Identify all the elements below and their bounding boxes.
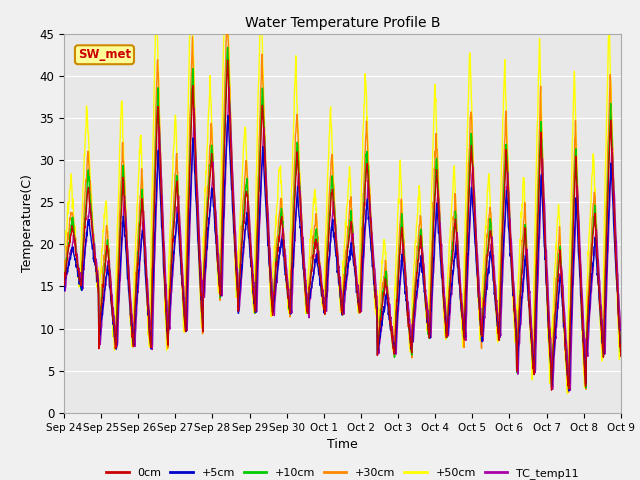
+5cm [147, 346, 155, 352]
TC_temp11 [474, 259, 482, 264]
+10cm [224, 45, 232, 50]
Line: 0cm: 0cm [64, 60, 621, 390]
+10cm [60, 288, 68, 293]
TC_temp11 [147, 331, 155, 337]
TC_temp11 [317, 278, 325, 284]
X-axis label: Time: Time [327, 438, 358, 451]
+5cm [224, 113, 232, 119]
0cm [224, 57, 232, 63]
0cm [556, 247, 564, 253]
+50cm [60, 253, 68, 259]
+30cm [564, 389, 572, 395]
Line: +10cm: +10cm [64, 48, 621, 389]
0cm [617, 353, 625, 359]
0cm [60, 283, 68, 288]
Line: TC_temp11: TC_temp11 [64, 87, 621, 390]
+5cm [611, 232, 618, 238]
0cm [548, 387, 556, 393]
+50cm [611, 201, 618, 206]
Title: Water Temperature Profile B: Water Temperature Profile B [244, 16, 440, 30]
+5cm [474, 283, 482, 289]
Line: +30cm: +30cm [64, 34, 621, 392]
+30cm [617, 351, 625, 357]
+30cm [611, 203, 618, 209]
+5cm [60, 282, 68, 288]
TC_temp11 [225, 84, 233, 90]
+50cm [147, 238, 155, 244]
+5cm [317, 293, 325, 299]
+10cm [556, 252, 563, 257]
+50cm [564, 391, 572, 396]
TC_temp11 [617, 325, 625, 331]
+10cm [474, 275, 482, 280]
0cm [317, 285, 325, 290]
+50cm [474, 287, 482, 292]
TC_temp11 [566, 387, 574, 393]
+10cm [564, 386, 572, 392]
TC_temp11 [611, 189, 618, 195]
+30cm [328, 152, 336, 157]
+30cm [60, 281, 68, 287]
+10cm [617, 348, 625, 353]
+50cm [328, 141, 336, 146]
Line: +5cm: +5cm [64, 116, 621, 391]
0cm [328, 189, 336, 195]
+50cm [152, 31, 159, 36]
0cm [147, 345, 155, 350]
Y-axis label: Temperature(C): Temperature(C) [21, 174, 34, 272]
Line: +50cm: +50cm [64, 34, 621, 394]
+5cm [565, 388, 573, 394]
+30cm [474, 275, 482, 281]
+5cm [328, 228, 336, 233]
+50cm [617, 315, 625, 321]
+10cm [147, 343, 155, 348]
+10cm [328, 173, 336, 179]
+30cm [556, 224, 563, 229]
TC_temp11 [60, 278, 68, 284]
+5cm [556, 278, 563, 284]
0cm [611, 210, 618, 216]
+30cm [317, 289, 325, 295]
+10cm [611, 206, 618, 212]
+10cm [317, 285, 325, 291]
TC_temp11 [556, 282, 563, 288]
0cm [474, 284, 482, 290]
Legend: 0cm, +5cm, +10cm, +30cm, +50cm, TC_temp11: 0cm, +5cm, +10cm, +30cm, +50cm, TC_temp1… [102, 463, 583, 480]
TC_temp11 [328, 217, 336, 223]
+50cm [556, 215, 563, 221]
+50cm [317, 291, 325, 297]
+5cm [617, 347, 625, 353]
+30cm [147, 317, 155, 323]
Text: SW_met: SW_met [78, 48, 131, 61]
+30cm [223, 31, 230, 36]
